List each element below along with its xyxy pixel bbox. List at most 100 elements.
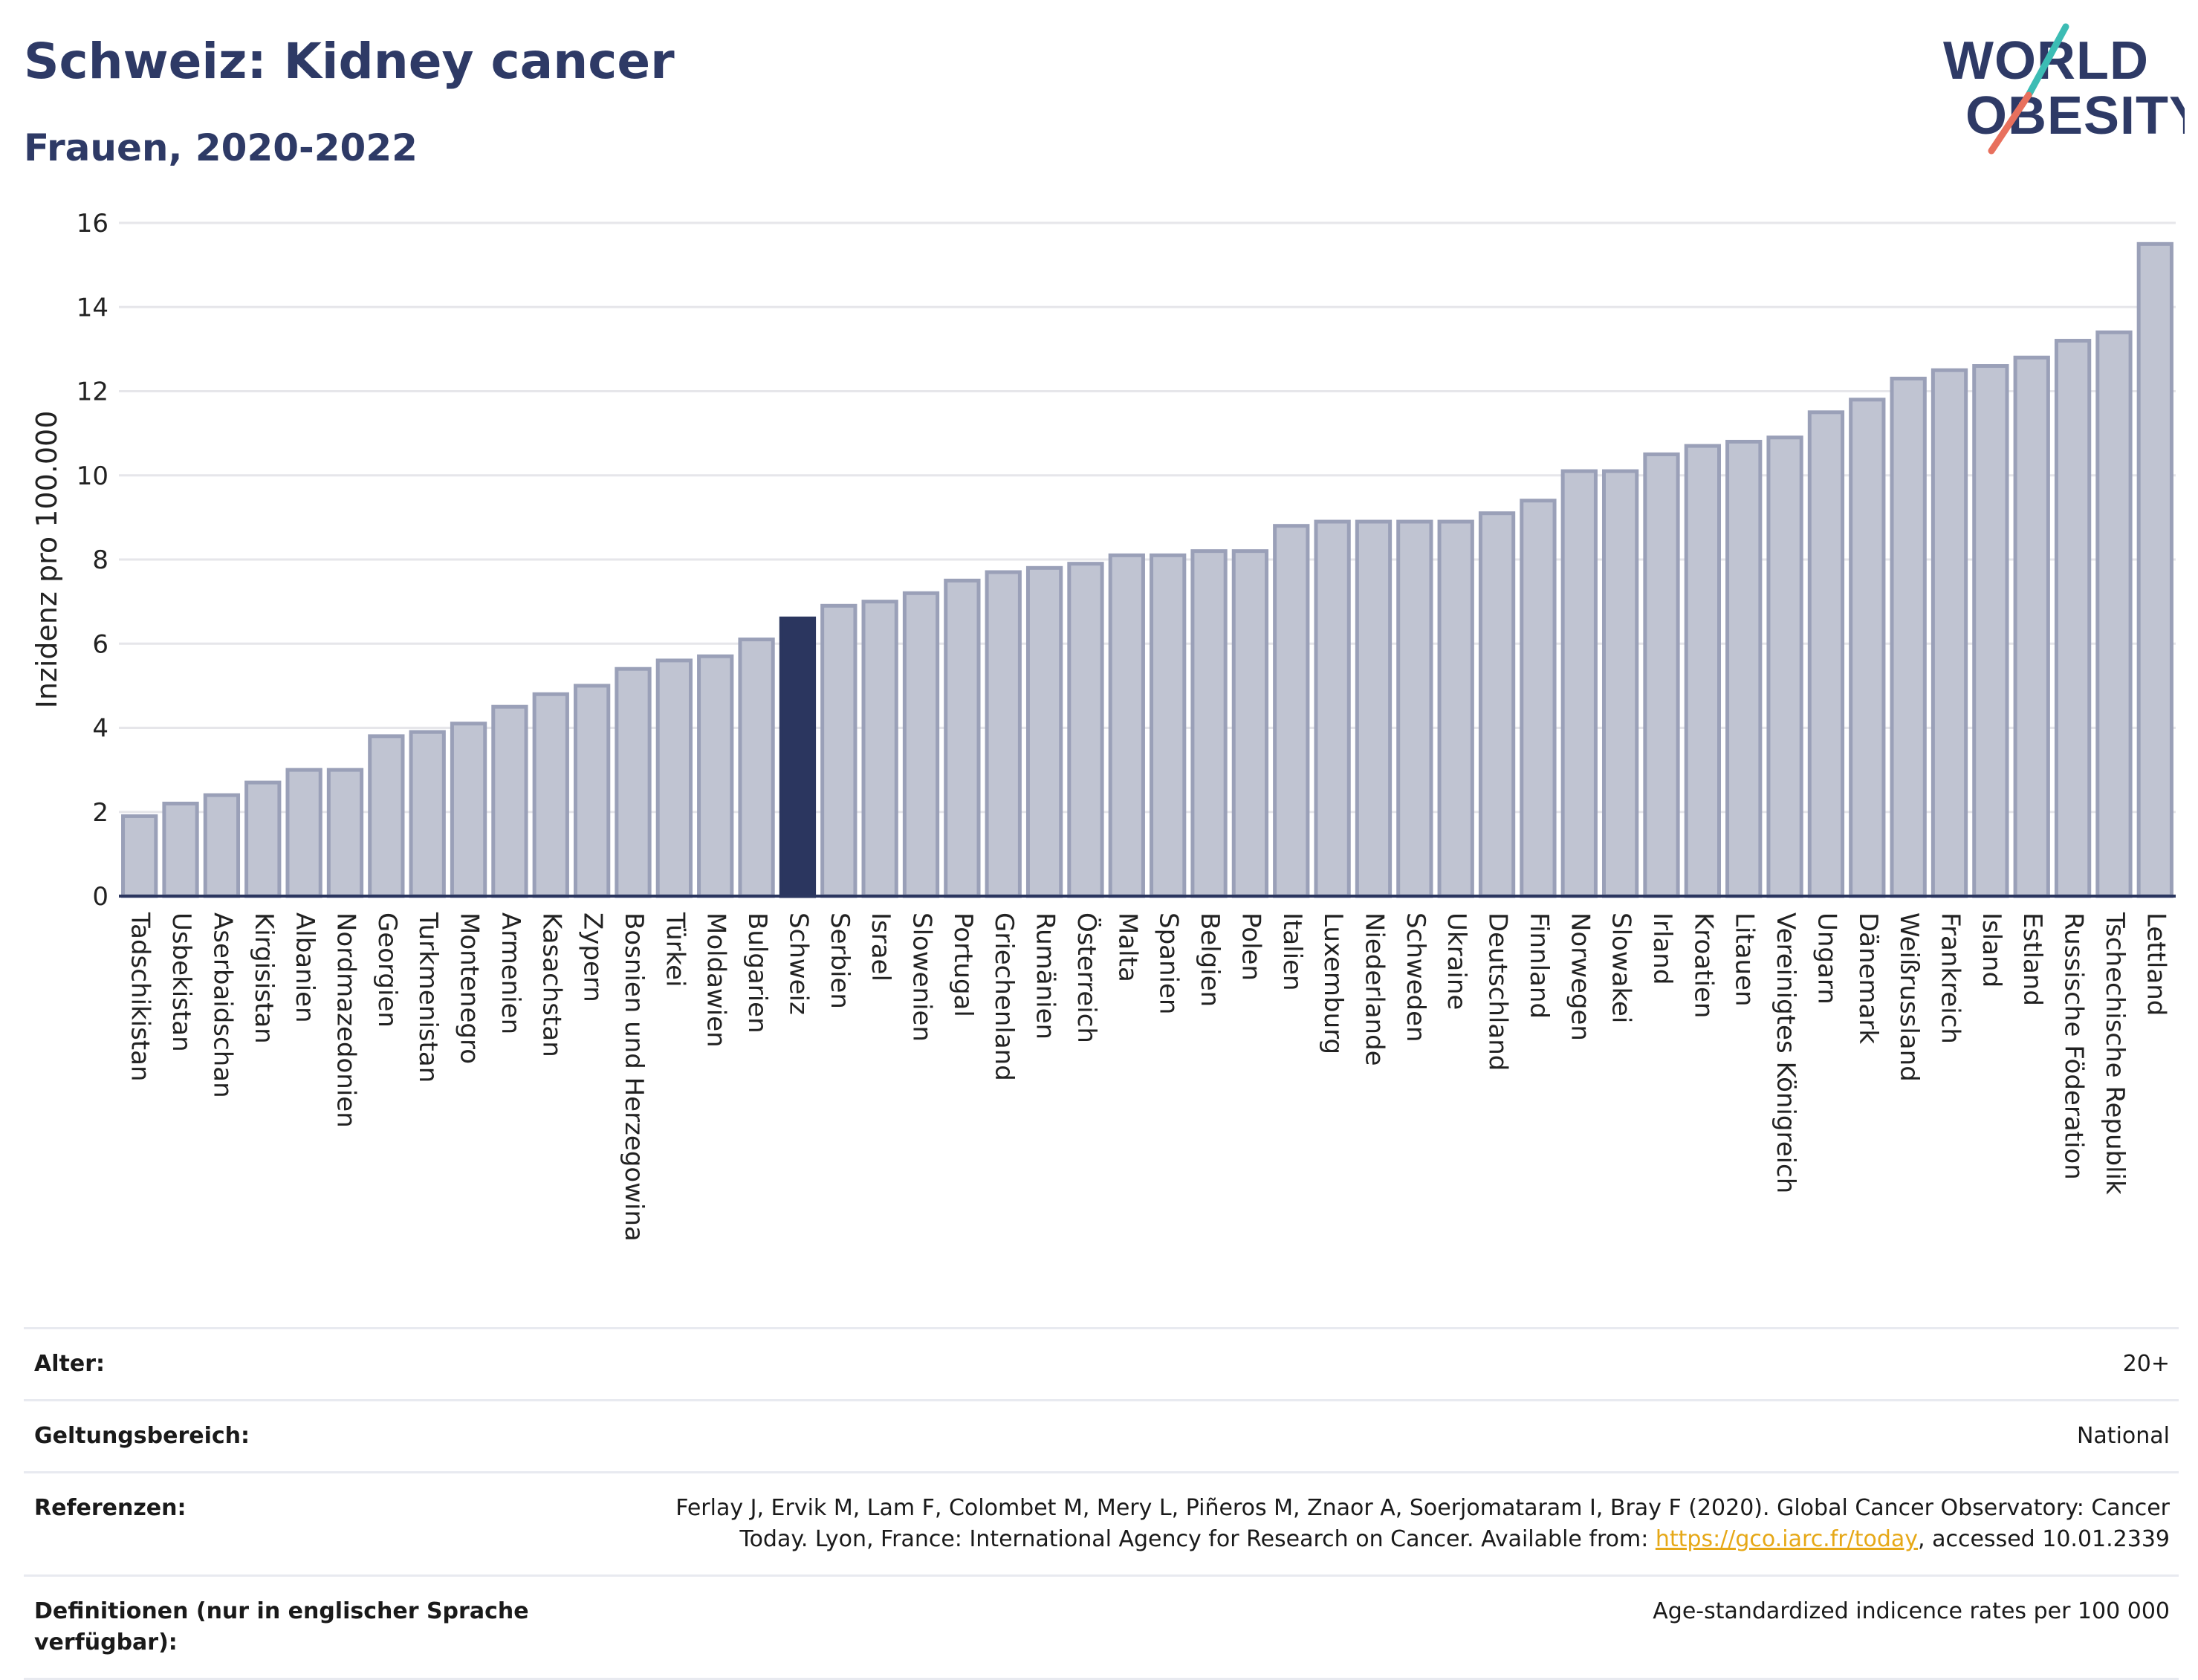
bar-rumänien [1025, 565, 1063, 898]
y-tick-label: 0 [92, 882, 108, 912]
bar-aserbaidschan [203, 793, 241, 898]
bar-kroatien [1684, 444, 1722, 898]
meta-value-age: 20+ [2122, 1351, 2170, 1377]
x-tick-label: Irland [1647, 912, 1677, 985]
x-tick-label: Italien [1277, 912, 1307, 991]
bar-luxemburg [1314, 519, 1351, 898]
y-tick-label: 10 [77, 461, 108, 491]
x-tick-label: Luxemburg [1318, 912, 1348, 1054]
bars [121, 241, 2173, 898]
x-tick-label: Israel [866, 912, 895, 982]
bar-bulgarien [738, 638, 775, 898]
x-tick-label: Litauen [1730, 912, 1760, 1007]
x-tick-label: Lettland [2141, 912, 2171, 1016]
x-tick-label: Ungarn [1812, 912, 1841, 1005]
x-tick-label: Griechenland [989, 912, 1019, 1081]
x-tick-label: Tschechische Republik [2100, 912, 2130, 1195]
y-axis-title: Inzidenz pro 100.000 [30, 411, 63, 709]
x-tick-label: Usbekistan [166, 912, 196, 1052]
x-tick-label: Vereinigtes Königreich [1771, 912, 1800, 1193]
bar-albanien [285, 768, 322, 898]
y-tick-label: 4 [92, 714, 108, 744]
bar-serbien [820, 603, 858, 898]
x-tick-label: Serbien [825, 912, 855, 1009]
bar-irland [1643, 452, 1680, 898]
bar-tadschikistan [121, 814, 158, 898]
bar-chart: 0 2 4 6 8 10 12 14 16 Tadschikistan Usbekistan Aser… [30, 209, 2176, 1242]
x-tick-label: Niederlande [1359, 912, 1389, 1066]
bar-ukraine [1437, 519, 1474, 898]
bar-kirgisistan [244, 780, 282, 898]
x-tick-label: Belgien [1195, 912, 1225, 1007]
chart-subtitle: Frauen, 2020-2022 [24, 126, 418, 169]
bar-norwegen [1560, 469, 1598, 898]
x-tick-label: Montenegro [455, 912, 484, 1064]
bar-usbekistan [162, 801, 199, 898]
bar-zypern [573, 684, 611, 898]
bar-schweiz [779, 616, 817, 898]
x-tick-label: Ukraine [1442, 912, 1471, 1010]
bar-italien [1273, 524, 1310, 898]
meta-value-references: Ferlay J, Ervik M, Lam F, Colombet M, Me… [675, 1493, 2170, 1555]
x-tick-label: Slowakei [1607, 912, 1636, 1023]
x-tick-label: Portugal [948, 912, 978, 1017]
logo-slash-coral [1988, 91, 2032, 155]
meta-row-references: Referenzen: Ferlay J, Ervik M, Lam F, Co… [24, 1471, 2179, 1574]
bar-litauen [1725, 439, 1763, 898]
bar-bosnien-und-herzegowina [615, 667, 652, 898]
x-tick-label: Estland [2017, 912, 2047, 1006]
x-tick-label: Moldawien [701, 912, 731, 1048]
bar-lettland [2136, 241, 2173, 898]
reference-link[interactable]: https://gco.iarc.fr/today [1655, 1526, 1919, 1552]
axes: 0 2 4 6 8 10 12 14 16 Tadschikistan Usbekistan Aser… [77, 209, 2176, 1242]
bar-portugal [944, 578, 981, 898]
y-tick-label: 12 [77, 377, 108, 407]
x-tick-label: Kroatien [1688, 912, 1718, 1018]
x-tick-label: Turkmenistan [413, 912, 443, 1083]
bar-dänemark [1849, 398, 1886, 898]
bar-moldawien [697, 654, 734, 898]
x-tick-label: Bulgarien [742, 912, 772, 1034]
meta-key-definitions: Definitionen (nur in englischer Sprache … [34, 1598, 529, 1655]
bar-ungarn [1807, 410, 1845, 898]
x-tick-label: Finnland [1524, 912, 1554, 1019]
bar-tschechische-republik [2095, 330, 2133, 898]
bar-deutschland [1478, 511, 1516, 898]
y-tick-label: 2 [92, 798, 108, 828]
bar-slowakei [1601, 469, 1639, 898]
bar-island [1972, 364, 2009, 898]
x-tick-label: Schweiz [783, 912, 813, 1015]
x-tick-label: Rumänien [1031, 912, 1060, 1040]
world-obesity-logo[interactable]: WORLD OBESITY [1932, 21, 2185, 169]
bar-frankreich [1930, 368, 1968, 898]
x-tick-label: Norwegen [1565, 912, 1595, 1041]
x-tick-label: Bosnien und Herzegowina [619, 912, 649, 1242]
bar-montenegro [450, 721, 487, 898]
meta-value-definitions: Age-standardized indicence rates per 100… [1653, 1598, 2170, 1624]
bar-malta [1108, 553, 1145, 898]
bar-türkei [655, 658, 693, 898]
x-tick-label: Österreich [1072, 912, 1102, 1043]
logo-slash-teal [2025, 23, 2069, 99]
y-tick-label: 16 [77, 209, 108, 239]
bar-spanien [1150, 553, 1187, 898]
bar-nordmazedonien [326, 768, 364, 898]
x-tick-label: Polen [1236, 912, 1265, 981]
x-tick-label: Dänemark [1853, 912, 1883, 1044]
chart-title: Schweiz: Kidney cancer [24, 33, 675, 90]
x-tick-label: Armenien [496, 912, 525, 1034]
bar-slowenien [902, 591, 940, 898]
bar-belgien [1190, 549, 1228, 898]
x-tick-label: Kirgisistan [249, 912, 279, 1044]
meta-value-scope: National [2076, 1423, 2170, 1449]
meta-row-scope: Geltungsbereich: National [24, 1399, 2179, 1471]
bar-georgien [368, 734, 405, 898]
y-tick-label: 6 [92, 629, 108, 659]
bar-griechenland [985, 570, 1022, 898]
reference-text-line1: Ferlay J, Ervik M, Lam F, Colombet M, Me… [675, 1495, 2170, 1521]
x-tick-label: Zypern [578, 912, 608, 1002]
x-tick-label: Nordmazedonien [331, 912, 360, 1128]
x-tick-label: Spanien [1154, 912, 1184, 1014]
x-tick-label: Albanien [290, 912, 320, 1023]
x-tick-label: Russische Föderation [2059, 912, 2089, 1180]
